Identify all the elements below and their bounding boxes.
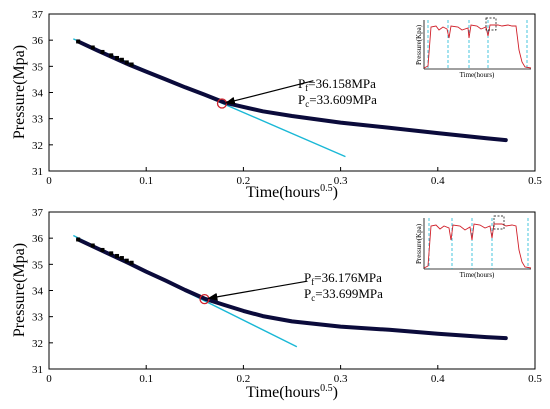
chart-marks [73,38,508,158]
x-tick-label: 0.2 [237,175,251,187]
x-tick-label: 0.4 [431,175,445,187]
y-tick-label: 34 [32,286,44,298]
data-point-marker [100,247,105,252]
data-point-marker [129,260,134,265]
annotation: Pf=36.176MPa Pc=33.699MPa [304,270,383,303]
annotation-pf: Pf=36.176MPa [304,270,382,287]
annotation: Pf=36.158MPa Pc=33.609MPa [298,76,377,109]
x-tick-label: 0.5 [528,373,542,385]
x-tick-label: 0.2 [237,373,251,385]
chart-marks [72,234,508,348]
y-tick-label: 33 [32,312,44,324]
y-tick-label: 36 [32,233,44,245]
y-tick-label: 36 [32,35,44,47]
inset-chart: Pressure(Kpa) Time(hours) [415,214,533,279]
measured-pressure-curve [76,39,508,143]
y-tick-label: 31 [32,364,43,376]
annotation-arrow [207,280,307,301]
inset-zoom-box [485,17,497,31]
inset-pressure-curve [423,24,532,69]
x-tick-label: 0 [46,373,52,385]
x-tick-label: 0.3 [334,373,348,385]
tick-marks [48,211,536,370]
data-point-marker [115,55,120,60]
y-tick-label: 33 [32,114,44,126]
y-axis-title: Pressure(Mpa) [11,45,28,139]
inset-x-label: Time(hours) [460,271,495,279]
measured-pressure-curve [76,237,508,341]
chart-panel-bottom: 31 32 33 34 35 36 37 0 0.1 0.2 0.3 0.4 0.5 Pressure… [11,207,542,401]
x-tick-label: 0.1 [139,373,153,385]
y-tick-label: 34 [32,88,44,100]
inset-chart: Pressure(Kpa) Time(hours) [415,16,533,79]
inset-frame [420,16,533,72]
data-point-marker [124,258,129,263]
data-point-marker [109,251,114,256]
chart-panel-top: 31 32 33 34 35 36 37 0 0.1 0.2 0.3 0.4 0.5 Pressure… [11,9,542,201]
inset-x-label: Time(hours) [460,71,495,79]
y-tick-label: 37 [32,207,44,219]
inset-pressure-curve [423,223,532,269]
y-tick-labels: 31 32 33 34 35 36 37 [32,9,44,178]
data-point-marker [115,253,120,258]
inset-zoom-box [493,215,505,230]
data-point-marker [90,243,95,248]
y-tick-labels: 31 32 33 34 35 36 37 [32,207,44,376]
y-axis-title: Pressure(Mpa) [11,243,28,337]
annotation-pf: Pf=36.158MPa [298,76,376,93]
x-tick-label: 0.1 [139,175,153,187]
tick-marks [48,13,536,172]
annotation-pc: Pc=33.609MPa [298,92,377,109]
y-tick-label: 35 [32,61,44,73]
x-tick-labels: 0 0.1 0.2 0.3 0.4 0.5 [46,175,542,187]
x-axis-title: Time(hours0.5) [246,383,338,401]
y-tick-label: 35 [32,259,44,271]
y-tick-label: 32 [32,140,43,152]
inset-y-label: Pressure(Kpa) [415,223,423,264]
data-point-marker [119,256,124,261]
x-axis-title: Time(hours0.5) [246,183,338,201]
data-point-marker [90,45,95,50]
x-tick-label: 0.5 [528,175,542,187]
inset-frame [420,214,533,272]
data-point-marker [76,237,81,242]
data-point-marker [129,62,134,67]
x-tick-label: 0.3 [334,175,348,187]
y-tick-label: 37 [32,9,44,21]
x-tick-label: 0.4 [431,373,445,385]
x-tick-label: 0 [46,175,52,187]
inset-y-label: Pressure(Kpa) [415,24,423,65]
data-point-marker [76,39,81,44]
y-tick-label: 32 [32,338,43,350]
data-point-marker [124,60,129,65]
x-tick-labels: 0 0.1 0.2 0.3 0.4 0.5 [46,373,542,385]
data-point-marker [119,57,124,62]
data-point-marker [100,49,105,54]
data-point-marker [109,53,114,58]
annotation-arrow [224,80,314,105]
annotation-pc: Pc=33.699MPa [304,286,383,303]
y-tick-label: 31 [32,166,43,178]
